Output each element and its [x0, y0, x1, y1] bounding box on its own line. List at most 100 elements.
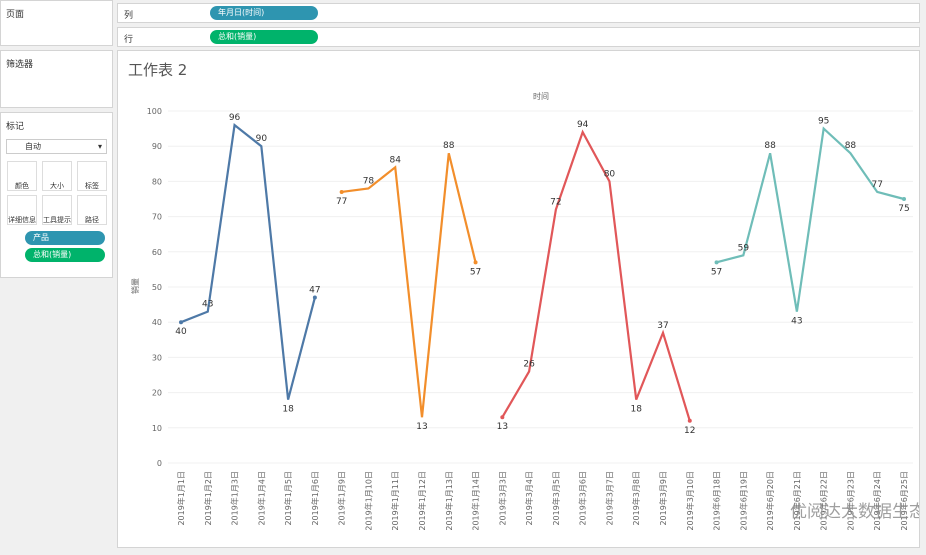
mark-button[interactable]: 标签 — [77, 161, 107, 191]
point — [339, 189, 344, 194]
y-tick-label: 50 — [152, 283, 162, 292]
y-tick-label: 20 — [152, 389, 162, 398]
y-tick-label: 40 — [152, 318, 162, 327]
columns-shelf: 列 年月日(时间) — [117, 3, 920, 23]
y-tick-label: 80 — [152, 177, 162, 186]
point — [179, 320, 183, 325]
data-label: 43 — [202, 300, 213, 310]
x-tick-label: 2019年3月10日 — [685, 471, 695, 531]
data-label: 90 — [256, 134, 268, 144]
marks-label: 标记 — [6, 122, 25, 132]
data-label: 84 — [389, 155, 401, 165]
data-label: 26 — [523, 359, 535, 369]
chart: 工作表 2 时间 销量 0 10 20 30 40 50 60 70 80 90 100 2019年1… — [128, 61, 919, 531]
line — [180, 123, 316, 400]
mark-button[interactable]: 路径 — [77, 195, 107, 225]
x-tick-label: 2019年1月2日 — [203, 471, 213, 526]
rows-pill[interactable]: 总和(销量) — [210, 30, 318, 44]
data-label: 88 — [845, 141, 857, 151]
filters-label: 筛选器 — [6, 60, 34, 70]
data-label: 96 — [229, 113, 241, 123]
label-pill[interactable]: 总和(销量) — [25, 248, 105, 262]
data-label: 88 — [443, 141, 455, 151]
x-tick-label: 2019年3月8日 — [631, 471, 641, 526]
x-tick-label: 2019年1月12日 — [417, 471, 427, 531]
pages-label: 页面 — [6, 10, 25, 20]
x-tick-label: 2019年1月11日 — [390, 471, 400, 531]
mark-type-dropdown[interactable]: 自动 ▾ — [6, 139, 107, 154]
data-label: 94 — [577, 120, 589, 130]
mark-button[interactable]: 颜色 — [7, 161, 37, 191]
data-label: 59 — [738, 243, 750, 253]
x-tick-label: 2019年6月18日 — [712, 471, 722, 531]
point — [312, 295, 317, 300]
data-label: 43 — [791, 317, 802, 327]
x-tick-label: 2019年6月25日 — [899, 471, 909, 531]
mark-type: 自动 — [25, 142, 41, 151]
line — [501, 129, 691, 422]
watermark: 优阅达大数据生态 — [790, 502, 919, 522]
point — [687, 418, 692, 423]
line — [341, 152, 477, 418]
x-tick-label: 2019年1月13日 — [444, 471, 454, 531]
data-label: 57 — [470, 267, 481, 277]
data-label: 18 — [282, 405, 294, 415]
rows-label: 行 — [124, 35, 134, 45]
y-tick-label: 10 — [152, 424, 162, 433]
data-label: 13 — [497, 422, 508, 432]
x-tick-label: 2019年1月5日 — [283, 471, 293, 526]
data-label: 12 — [684, 426, 695, 436]
data-label: 57 — [711, 267, 722, 277]
y-tick-label: 60 — [152, 248, 162, 257]
x-tick-label: 2019年3月3日 — [497, 471, 507, 526]
y-axis-label: 销量 — [130, 278, 140, 294]
columns-pill[interactable]: 年月日(时间) — [210, 6, 318, 20]
data-label: 75 — [898, 204, 909, 214]
color-pill[interactable]: 产品 — [25, 231, 105, 245]
columns-label: 列 — [124, 11, 134, 21]
mark-button[interactable]: 详细信息 — [7, 195, 37, 225]
x-tick-label: 2019年1月3日 — [230, 471, 240, 526]
x-tick-label: 2019年6月23日 — [845, 471, 855, 531]
data-label: 77 — [871, 180, 882, 190]
x-tick-label: 2019年1月10日 — [363, 471, 373, 531]
point — [902, 197, 906, 201]
x-tick-label: 2019年3月5日 — [551, 471, 561, 526]
x-tick-label: 2019年1月6日 — [310, 471, 320, 526]
data-label: 47 — [309, 286, 320, 296]
rows-shelf: 行 总和(销量) — [117, 27, 920, 47]
x-tick-label: 2019年1月14日 — [471, 471, 481, 531]
x-tick-label: 2019年3月6日 — [578, 471, 588, 526]
dropdown-arrow: ▾ — [97, 142, 102, 151]
x-tick-label: 2019年3月7日 — [604, 471, 614, 526]
data-label: 80 — [604, 169, 616, 179]
sheet-title: 工作表 2 — [128, 61, 187, 79]
x-tick-label: 2019年6月19日 — [738, 471, 748, 531]
marks-panel: 标记 自动 ▾ 颜色 大小 标签 详细信息 工具提示 路径 产品 总和(销量) — [0, 112, 113, 278]
x-tick-label: 2019年1月9日 — [337, 471, 347, 526]
filters-panel: 筛选器 — [0, 50, 113, 108]
mark-button[interactable]: 大小 — [42, 161, 72, 191]
x-tick-label: 2019年6月20日 — [765, 471, 775, 531]
x-tick-label: 2019年6月21日 — [792, 471, 802, 531]
data-label: 95 — [818, 117, 829, 127]
data-label: 40 — [175, 327, 187, 337]
data-label: 88 — [764, 141, 776, 151]
data-label: 77 — [336, 197, 347, 207]
data-label: 72 — [550, 198, 561, 208]
x-tick-label: 2019年3月4日 — [524, 471, 534, 526]
chart-title: 时间 — [533, 91, 549, 101]
x-tick-label: 2019年6月22日 — [819, 471, 829, 531]
data-label: 13 — [416, 422, 427, 432]
y-tick-label: 30 — [152, 353, 162, 362]
data-label: 18 — [630, 405, 642, 415]
data-label: 78 — [363, 176, 375, 186]
y-tick-label: 100 — [147, 107, 162, 116]
point — [714, 260, 719, 265]
sheet-panel: 工作表 2 时间 销量 0 10 20 30 40 50 60 70 80 90 100 2019年1… — [117, 50, 920, 548]
y-tick-label: 90 — [152, 142, 162, 151]
mark-button[interactable]: 工具提示 — [42, 195, 72, 225]
point — [500, 415, 505, 420]
pages-panel: 页面 — [0, 0, 113, 46]
